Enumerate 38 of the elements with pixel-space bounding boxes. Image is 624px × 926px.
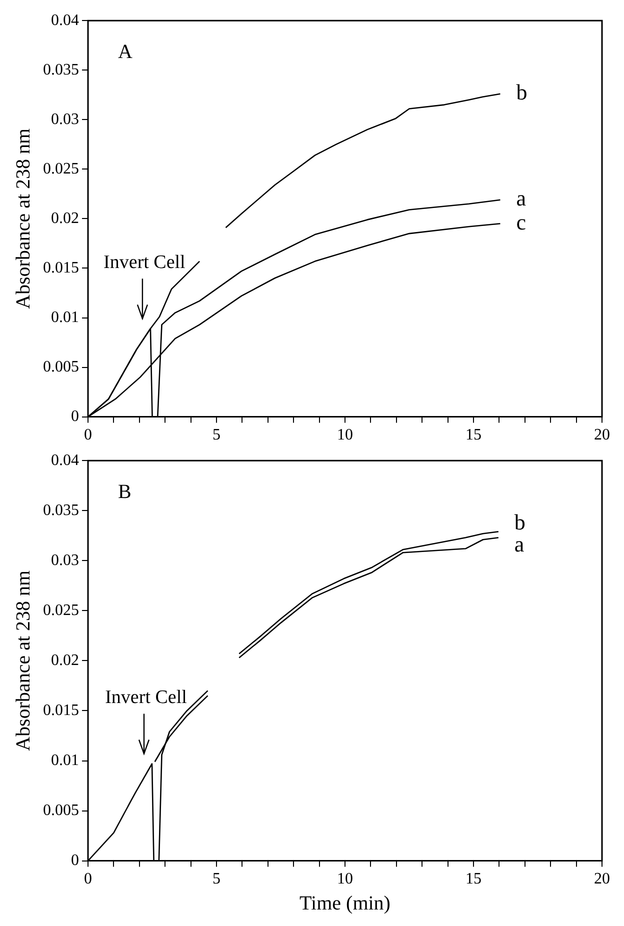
y-axis-title: Absorbance at 238 nm (12, 570, 34, 751)
y-tick-label: 0.02 (51, 210, 79, 227)
text: B (118, 480, 132, 503)
y-tick-label: 0.035 (43, 502, 79, 519)
x-tick-label: 10 (337, 426, 353, 444)
x-tick-label: 20 (594, 870, 610, 888)
y-axis-title: Absorbance at 238 nm (12, 128, 34, 309)
text: A (118, 40, 133, 63)
y-tick-label: 0.025 (43, 602, 79, 619)
x-tick-label: 5 (212, 426, 220, 444)
y-tick-label: 0.01 (51, 752, 79, 769)
x-tick-label: 15 (466, 426, 482, 444)
x-axis-title: Time (min) (300, 892, 390, 914)
x-tick-label: 0 (84, 870, 92, 888)
y-tick-label: 0.035 (43, 61, 79, 78)
annotation: Invert Cell (105, 687, 187, 708)
y-tick-label: 0.04 (51, 12, 79, 29)
series-label: a (516, 186, 526, 211)
y-tick-label: 0 (71, 408, 79, 426)
x-tick-label: 5 (212, 870, 220, 888)
x-tick-label: 0 (84, 426, 92, 444)
y-tick-label: 0.03 (51, 110, 79, 128)
annotation: Invert Cell (104, 252, 186, 274)
y-tick-label: 0.02 (51, 652, 79, 669)
y-tick-label: 0.03 (51, 552, 79, 569)
x-tick-label: 10 (337, 870, 353, 888)
series-label: c (516, 209, 526, 234)
y-tick-label: 0 (71, 852, 79, 870)
y-tick-label: 0.005 (43, 802, 79, 819)
y-tick-label: 0.015 (43, 702, 79, 719)
x-tick-label: 15 (466, 870, 482, 888)
x-tick-label: 20 (594, 426, 610, 444)
series-label: b (516, 80, 528, 105)
y-tick-label: 0.01 (51, 308, 79, 326)
y-tick-label: 0.015 (43, 259, 79, 276)
y-tick-label: 0.005 (43, 358, 79, 376)
y-tick-label: 0.025 (43, 160, 79, 178)
y-tick-label: 0.04 (51, 452, 79, 469)
